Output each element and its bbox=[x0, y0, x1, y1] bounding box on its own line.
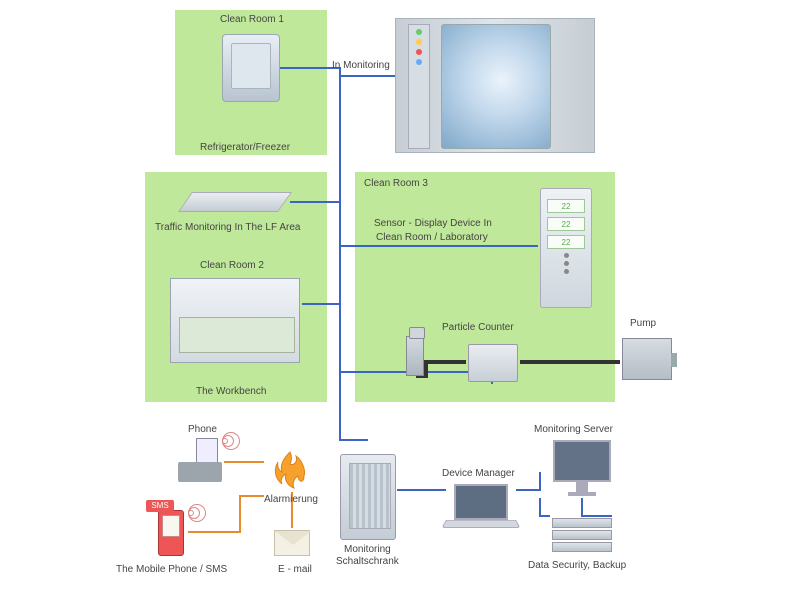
label-cabinet2: Schaltschrank bbox=[336, 556, 399, 568]
label-cabinet1: Monitoring bbox=[344, 544, 391, 556]
email-icon bbox=[274, 530, 310, 556]
label-phone: Phone bbox=[188, 424, 217, 436]
clean-room-door-icon bbox=[395, 18, 595, 153]
label-workbench: The Workbench bbox=[196, 386, 266, 398]
refrigerator-icon bbox=[222, 34, 280, 102]
label-email: E - mail bbox=[278, 564, 312, 576]
label-refrigerator: Refrigerator/Freezer bbox=[200, 142, 290, 154]
signal-waves-icon bbox=[188, 504, 206, 522]
label-sensor2: Clean Room / Laboratory bbox=[376, 232, 488, 244]
sensor-reading: 22 bbox=[547, 217, 585, 231]
device-manager-laptop-icon bbox=[446, 484, 516, 534]
label-particle: Particle Counter bbox=[442, 322, 514, 334]
sensor-reading: 22 bbox=[547, 235, 585, 249]
label-room1_title: Clean Room 1 bbox=[220, 14, 284, 26]
mobile-phone-icon bbox=[158, 510, 184, 556]
alarm-fire-icon bbox=[270, 450, 310, 490]
label-traffic: Traffic Monitoring In The LF Area bbox=[155, 222, 300, 234]
particle-counter-icon bbox=[468, 344, 518, 382]
monitoring-server-monitor-icon bbox=[552, 440, 612, 496]
signal-waves-icon bbox=[222, 432, 240, 450]
label-mobile: The Mobile Phone / SMS bbox=[116, 564, 227, 576]
label-in_monitoring: In Monitoring bbox=[332, 60, 390, 72]
label-pump: Pump bbox=[630, 318, 656, 330]
backup-server-stack-icon bbox=[552, 518, 612, 554]
diagram-stage: { "colors": { "zone_bg": "#c0e89a", "wir… bbox=[0, 0, 800, 600]
label-alarm: Alarmierung bbox=[264, 494, 318, 506]
pump-icon bbox=[622, 338, 672, 380]
sms-badge: SMS bbox=[146, 500, 174, 512]
phone-icon bbox=[178, 438, 222, 482]
workbench-icon bbox=[170, 278, 300, 363]
label-monserver: Monitoring Server bbox=[534, 424, 613, 436]
label-room2_title: Clean Room 2 bbox=[200, 260, 264, 272]
label-backup: Data Security, Backup bbox=[528, 560, 626, 572]
sensor-display-icon: 22 22 22 bbox=[540, 188, 592, 308]
label-devmgr: Device Manager bbox=[442, 468, 515, 480]
air-sampler-icon bbox=[406, 336, 424, 376]
label-sensor: Sensor - Display Device In bbox=[374, 218, 492, 230]
traffic-monitoring-icon bbox=[178, 192, 292, 212]
monitoring-cabinet-icon bbox=[340, 454, 396, 540]
sensor-reading: 22 bbox=[547, 199, 585, 213]
label-room3_title: Clean Room 3 bbox=[364, 178, 428, 190]
